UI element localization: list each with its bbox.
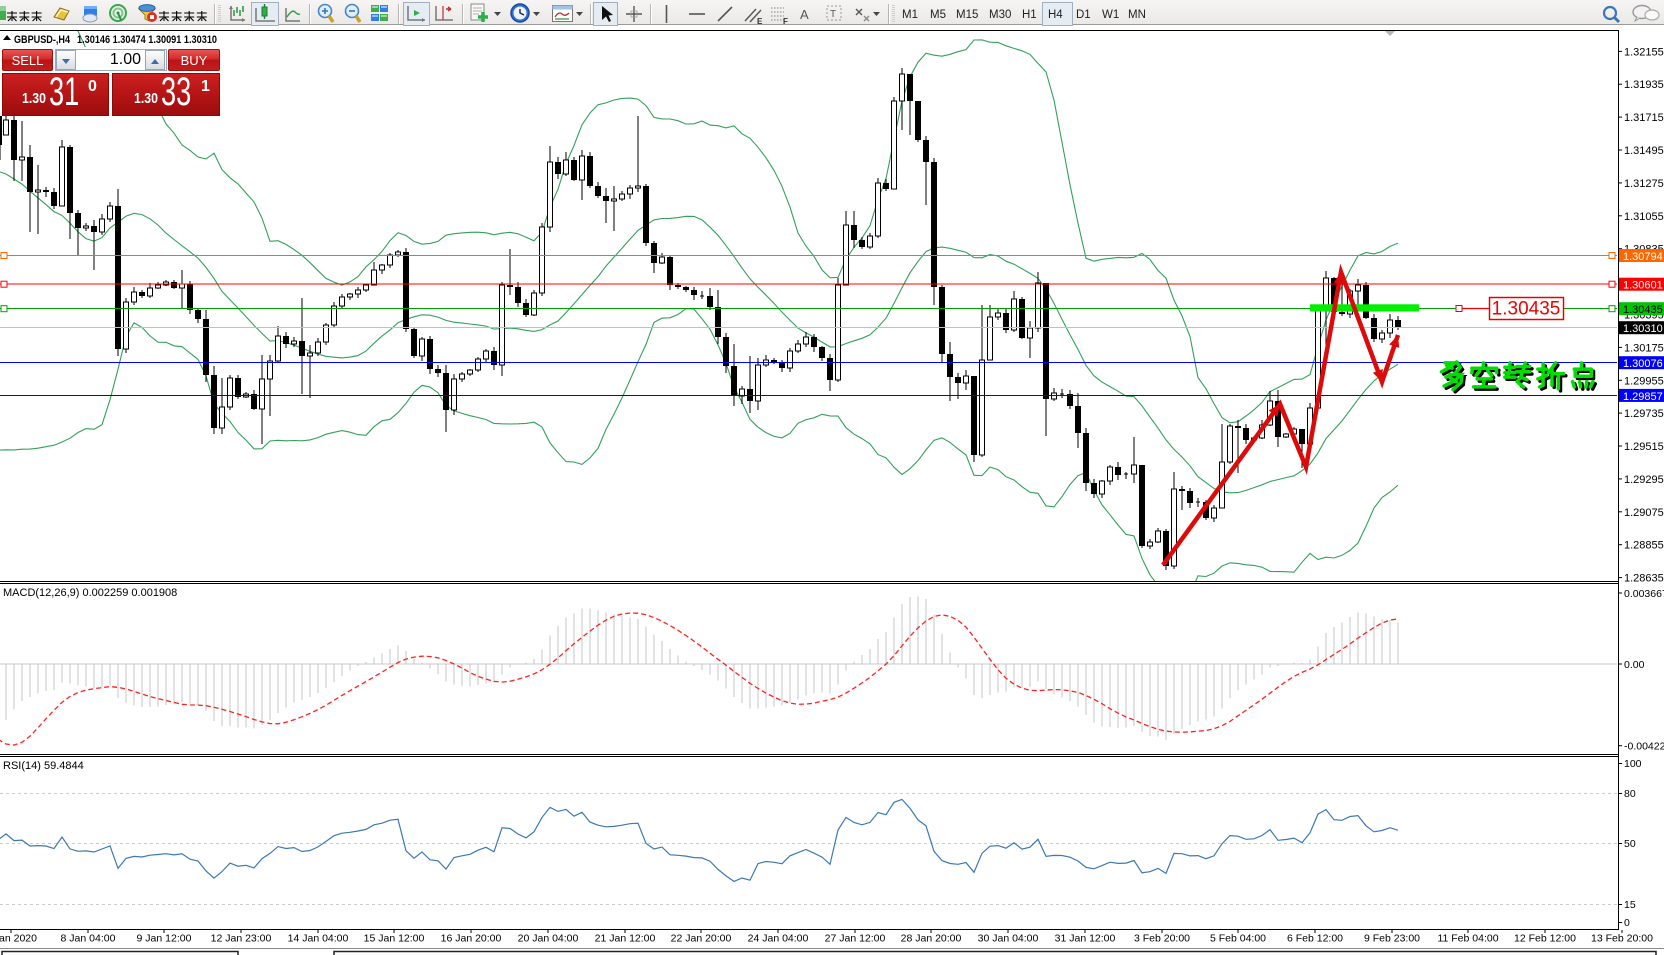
- svg-text:15 Jan 12:00: 15 Jan 12:00: [364, 933, 425, 945]
- svg-text:MACD(12,26,9) 0.002259 0.00190: MACD(12,26,9) 0.002259 0.001908: [3, 587, 177, 599]
- svg-text:1.29075: 1.29075: [1624, 507, 1664, 519]
- svg-text:80: 80: [1624, 788, 1636, 800]
- svg-text:-0.00422: -0.00422: [1624, 741, 1664, 753]
- svg-text:0.00: 0.00: [1624, 659, 1645, 671]
- svg-text:50: 50: [1624, 838, 1636, 850]
- svg-text:3 Feb 20:00: 3 Feb 20:00: [1134, 933, 1190, 945]
- svg-text:6 Feb 12:00: 6 Feb 12:00: [1287, 933, 1343, 945]
- svg-text:MN: MN: [1128, 9, 1146, 21]
- svg-text:1.30435: 1.30435: [1492, 299, 1561, 320]
- svg-text:1.30076: 1.30076: [1623, 358, 1663, 370]
- svg-text:A: A: [800, 7, 809, 22]
- svg-text:13 Feb 20:00: 13 Feb 20:00: [1591, 933, 1653, 945]
- svg-text:M15: M15: [956, 9, 978, 21]
- svg-text:1.28635: 1.28635: [1624, 573, 1664, 585]
- svg-text:RSI(14) 59.4844: RSI(14) 59.4844: [3, 760, 84, 772]
- svg-text:1.31935: 1.31935: [1624, 79, 1664, 91]
- svg-text:1.30146 1.30474 1.30091 1.3031: 1.30146 1.30474 1.30091 1.30310: [77, 34, 217, 46]
- svg-text:1.30794: 1.30794: [1623, 251, 1663, 263]
- svg-text:1.31055: 1.31055: [1624, 211, 1664, 223]
- svg-text:12 Feb 12:00: 12 Feb 12:00: [1514, 933, 1576, 945]
- svg-text:1.29955: 1.29955: [1624, 375, 1664, 387]
- svg-text:M1: M1: [902, 9, 918, 21]
- svg-text:H4: H4: [1048, 9, 1063, 21]
- svg-text:21 Jan 12:00: 21 Jan 12:00: [595, 933, 656, 945]
- svg-text:1.29295: 1.29295: [1624, 474, 1664, 486]
- svg-text:1.32155: 1.32155: [1624, 46, 1664, 58]
- svg-text:24 Jan 04:00: 24 Jan 04:00: [748, 933, 809, 945]
- svg-text:1.29515: 1.29515: [1624, 441, 1664, 453]
- svg-text:GBPUSD-,H4: GBPUSD-,H4: [14, 34, 71, 46]
- svg-text:1.30435: 1.30435: [1623, 304, 1663, 316]
- svg-text:H1: H1: [1022, 9, 1037, 21]
- svg-text:D1: D1: [1076, 9, 1091, 21]
- svg-text:1.28855: 1.28855: [1624, 540, 1664, 552]
- svg-text:W1: W1: [1102, 9, 1119, 21]
- svg-text:8 Jan 04:00: 8 Jan 04:00: [61, 933, 116, 945]
- svg-text:5 Jan 2020: 5 Jan 2020: [0, 933, 37, 945]
- svg-text:0.003667: 0.003667: [1624, 588, 1664, 600]
- svg-text:31 Jan 12:00: 31 Jan 12:00: [1055, 933, 1116, 945]
- svg-text:1.31495: 1.31495: [1624, 145, 1664, 157]
- svg-text:E: E: [757, 17, 763, 26]
- svg-text:1.31275: 1.31275: [1624, 178, 1664, 190]
- svg-text:1.31715: 1.31715: [1624, 112, 1664, 124]
- svg-text:20 Jan 04:00: 20 Jan 04:00: [518, 933, 579, 945]
- svg-text:9 Feb 23:00: 9 Feb 23:00: [1364, 933, 1420, 945]
- svg-text:T: T: [830, 9, 836, 20]
- svg-text:1.30175: 1.30175: [1624, 342, 1664, 354]
- svg-text:28 Jan 20:00: 28 Jan 20:00: [901, 933, 962, 945]
- svg-text:30 Jan 04:00: 30 Jan 04:00: [978, 933, 1039, 945]
- svg-text:9 Jan 12:00: 9 Jan 12:00: [137, 933, 192, 945]
- svg-text:16 Jan 20:00: 16 Jan 20:00: [441, 933, 502, 945]
- svg-text:11 Feb 04:00: 11 Feb 04:00: [1437, 933, 1498, 945]
- svg-text:1.29857: 1.29857: [1623, 391, 1663, 403]
- svg-text:1.30601: 1.30601: [1623, 280, 1663, 292]
- svg-text:1.30310: 1.30310: [1623, 323, 1663, 335]
- svg-text:27 Jan 12:00: 27 Jan 12:00: [825, 933, 886, 945]
- svg-text:100: 100: [1624, 758, 1642, 770]
- svg-text:12 Jan 23:00: 12 Jan 23:00: [211, 933, 272, 945]
- svg-text:0: 0: [1624, 917, 1630, 929]
- svg-text:15: 15: [1624, 899, 1636, 911]
- svg-text:M5: M5: [930, 9, 946, 21]
- svg-text:5 Feb 04:00: 5 Feb 04:00: [1210, 933, 1266, 945]
- svg-text:22 Jan 20:00: 22 Jan 20:00: [671, 933, 732, 945]
- svg-text:1.29735: 1.29735: [1624, 408, 1664, 420]
- svg-text:M30: M30: [989, 9, 1011, 21]
- svg-text:14 Jan 04:00: 14 Jan 04:00: [288, 933, 349, 945]
- svg-text:F: F: [783, 17, 788, 26]
